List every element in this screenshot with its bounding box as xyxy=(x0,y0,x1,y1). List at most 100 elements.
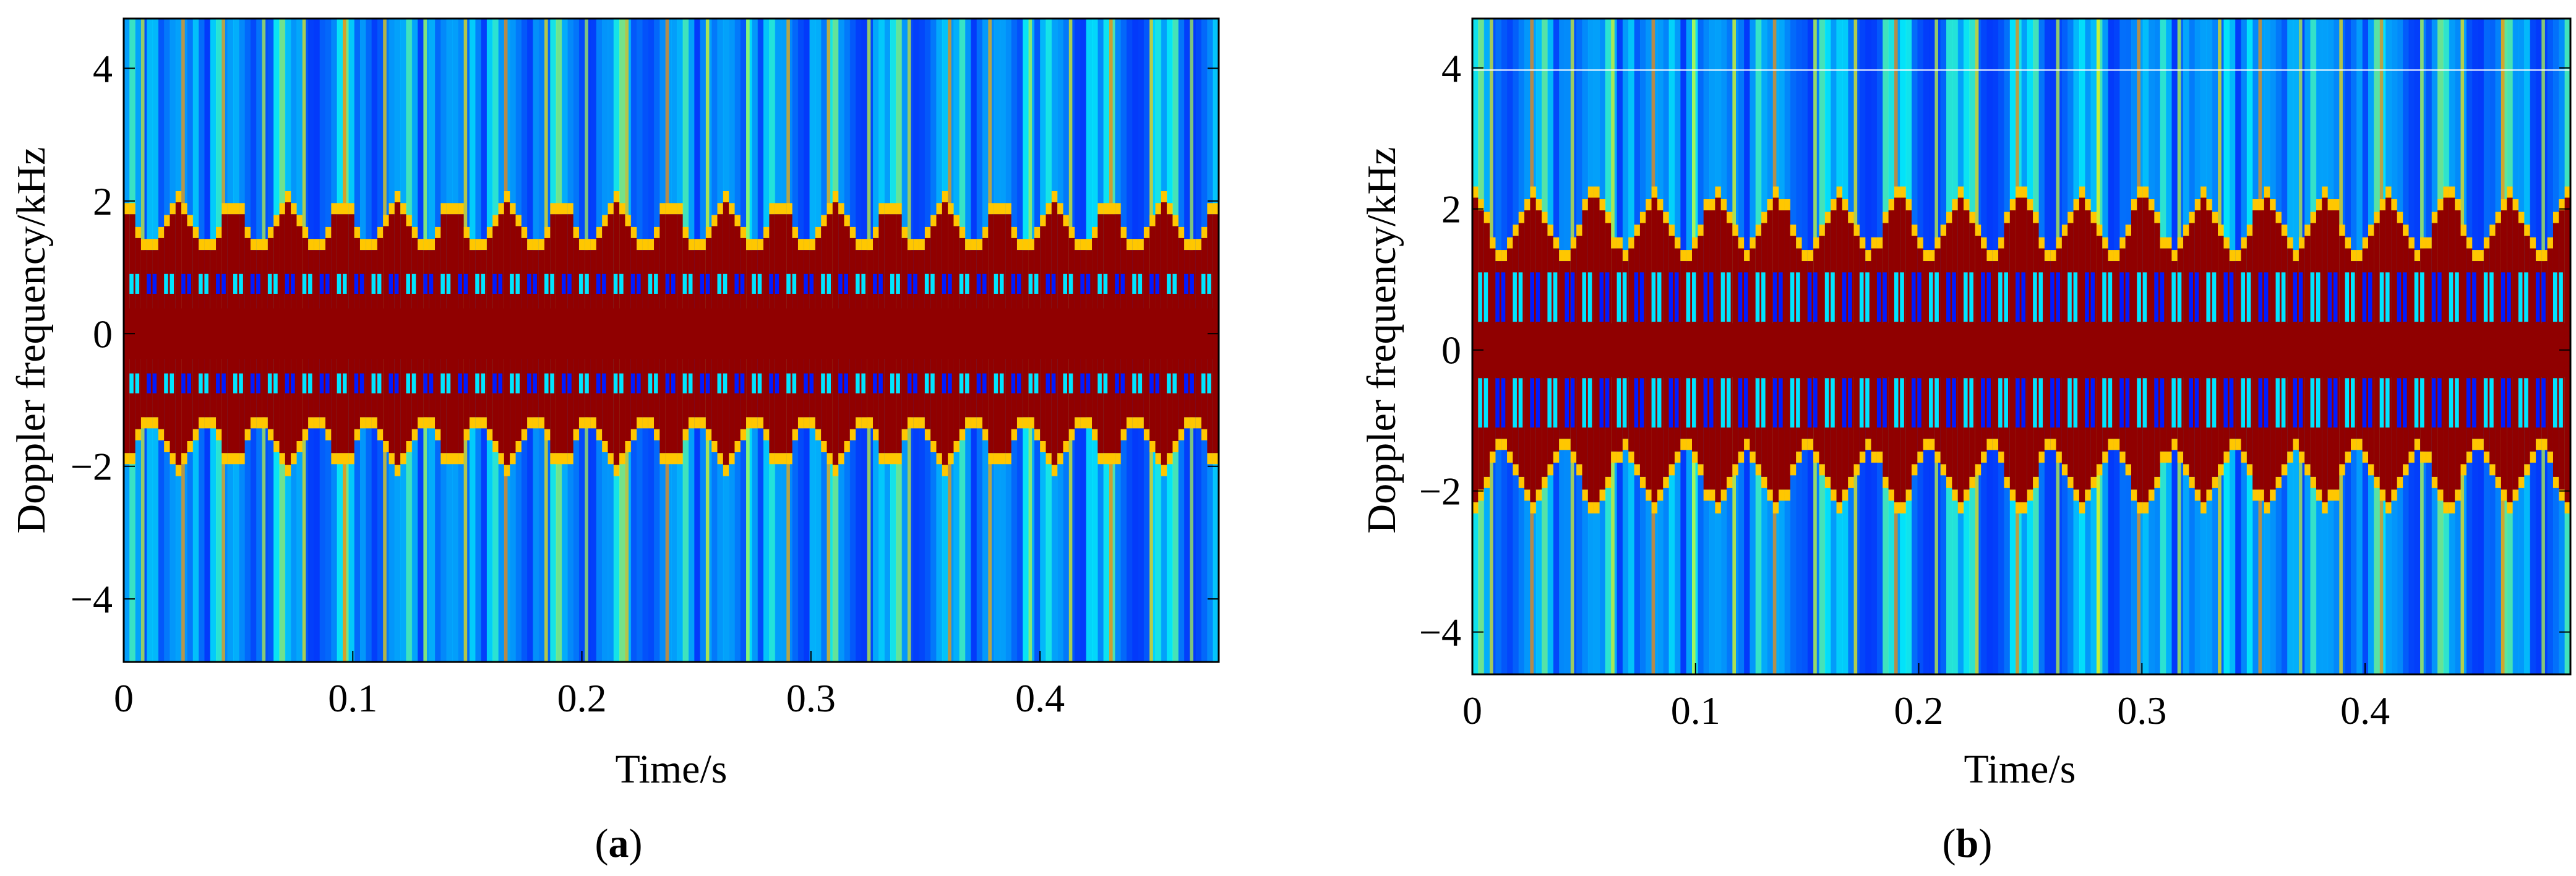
spectrogram-edge xyxy=(1490,237,1496,249)
spectrogram-inner-band xyxy=(204,373,208,393)
spectrogram-inner-band xyxy=(596,373,601,393)
spectrogram-inner-band xyxy=(319,273,324,294)
x-axis-label-a: Time/s xyxy=(616,747,728,792)
spectrogram-edge xyxy=(2501,199,2507,211)
spectrogram-edge xyxy=(2085,489,2092,501)
spectrogram-edge xyxy=(366,239,372,251)
spectrogram-inner-band xyxy=(440,273,445,294)
spectrogram-inner-band xyxy=(1120,373,1125,393)
spectrogram-inner-band xyxy=(994,273,998,294)
spectrogram-inner-band xyxy=(1876,272,1881,322)
spectrogram-inner-band xyxy=(2489,272,2494,322)
spectrogram-edge xyxy=(2541,439,2548,450)
spectrogram-edge xyxy=(746,239,753,251)
spectrogram-edge xyxy=(2472,250,2479,262)
spectrogram-edge xyxy=(608,453,614,465)
spectrogram-edge xyxy=(1639,212,1646,223)
spectrogram-edge xyxy=(1859,237,1866,249)
spectrogram-edge xyxy=(2437,489,2444,501)
spectrogram-edge xyxy=(815,226,822,238)
spectrogram-inner-band xyxy=(343,373,347,393)
spectrogram-inner-band xyxy=(1894,378,1899,428)
spectrogram-inner-band xyxy=(671,273,676,294)
spectrogram-edge xyxy=(942,191,948,202)
spectrogram-edge xyxy=(2090,212,2097,223)
spectrogram-edge xyxy=(1703,199,1710,211)
spectrogram-edge xyxy=(856,417,862,429)
spectrogram-inner-band xyxy=(1570,378,1575,428)
spectrogram-inner-band xyxy=(337,273,341,294)
spectrogram-edge xyxy=(2530,237,2536,249)
spectrogram-edge xyxy=(826,453,833,465)
spectrogram-inner-band xyxy=(2431,378,2436,428)
spectrogram-inner-band xyxy=(2004,378,2009,428)
spectrogram-edge xyxy=(1836,502,1843,513)
spectrogram-inner-band xyxy=(1779,378,1783,428)
spectrogram-inner-band xyxy=(2524,272,2528,322)
spectrogram-edge xyxy=(1184,239,1191,251)
spectrogram-inner-band xyxy=(2368,378,2372,428)
spectrogram-edge xyxy=(469,417,476,429)
spectrogram-inner-band xyxy=(1167,373,1171,393)
spectrogram-edge xyxy=(1692,451,1698,463)
spectrogram-edge xyxy=(475,417,482,429)
spectrogram-inner-band xyxy=(1190,273,1194,294)
spectrogram-inner-band xyxy=(2524,378,2528,428)
spectrogram-edge xyxy=(394,191,401,202)
spectrogram-edge xyxy=(2270,489,2277,501)
spectrogram-inner-band xyxy=(406,373,410,393)
spectrogram-inner-band xyxy=(2414,272,2419,322)
spectrogram-edge xyxy=(302,429,309,440)
spectrogram-edge xyxy=(1646,489,1652,501)
spectrogram-inner-band xyxy=(671,373,676,393)
spectrogram-edge xyxy=(590,239,597,251)
spectrogram-inner-band xyxy=(1779,272,1783,322)
spectrogram-edge xyxy=(279,203,286,215)
spectrogram-edge xyxy=(1796,237,1803,249)
spectrogram-inner-band xyxy=(2552,378,2557,428)
spectrogram-inner-band xyxy=(533,373,537,393)
spectrogram-inner-band xyxy=(1080,273,1084,294)
spectrogram-inner-band xyxy=(562,373,566,393)
spectrogram-edge xyxy=(884,203,891,215)
spectrogram-edge xyxy=(2223,237,2230,249)
spectrogram-edge xyxy=(562,203,568,215)
spectrogram-edge xyxy=(2426,237,2432,249)
spectrogram-edge xyxy=(504,191,510,202)
spectrogram-inner-band xyxy=(1201,373,1206,393)
spectrogram-inner-band xyxy=(1547,378,1552,428)
spectrogram-edge xyxy=(1894,502,1900,513)
spectrogram-edge xyxy=(2194,489,2201,501)
spectrogram-edge xyxy=(1842,199,1848,211)
spectrogram-edge xyxy=(994,453,1000,465)
spectrogram-inner-band xyxy=(1755,378,1760,428)
spectrogram-inner-band xyxy=(2362,378,2367,428)
spectrogram-inner-band xyxy=(429,373,434,393)
spectrogram-edge xyxy=(988,453,995,465)
spectrogram-edge xyxy=(1155,203,1162,215)
spectrogram-edge xyxy=(734,215,741,226)
spectrogram-edge xyxy=(446,453,453,465)
spectrogram-edge xyxy=(2235,250,2242,262)
spectrogram-inner-band xyxy=(199,273,203,294)
spectrogram-edge xyxy=(948,203,955,215)
spectrogram-edge xyxy=(567,453,574,465)
spectrogram-edge xyxy=(924,226,931,238)
spectrogram-edge xyxy=(2160,237,2166,249)
spectrogram-edge xyxy=(1553,237,1560,249)
spectrogram-edge xyxy=(1917,237,1924,249)
spectrogram-inner-band xyxy=(844,373,848,393)
spectrogram-inner-band xyxy=(723,273,728,294)
spectrogram-edge xyxy=(383,215,390,226)
spectrogram-inner-band xyxy=(596,273,601,294)
spectrogram-edge xyxy=(1472,502,1479,513)
spectrogram-inner-band xyxy=(1622,272,1627,322)
spectrogram-edge xyxy=(221,453,228,465)
spectrogram-edge xyxy=(711,215,718,226)
spectrogram-edge xyxy=(2050,439,2057,450)
spectrogram-inner-band xyxy=(2016,272,2020,322)
spectrogram-edge xyxy=(2391,199,2398,211)
spectrogram-edge xyxy=(2287,237,2294,249)
spectrogram-inner-band xyxy=(515,273,520,294)
spectrogram-inner-band xyxy=(976,273,981,294)
